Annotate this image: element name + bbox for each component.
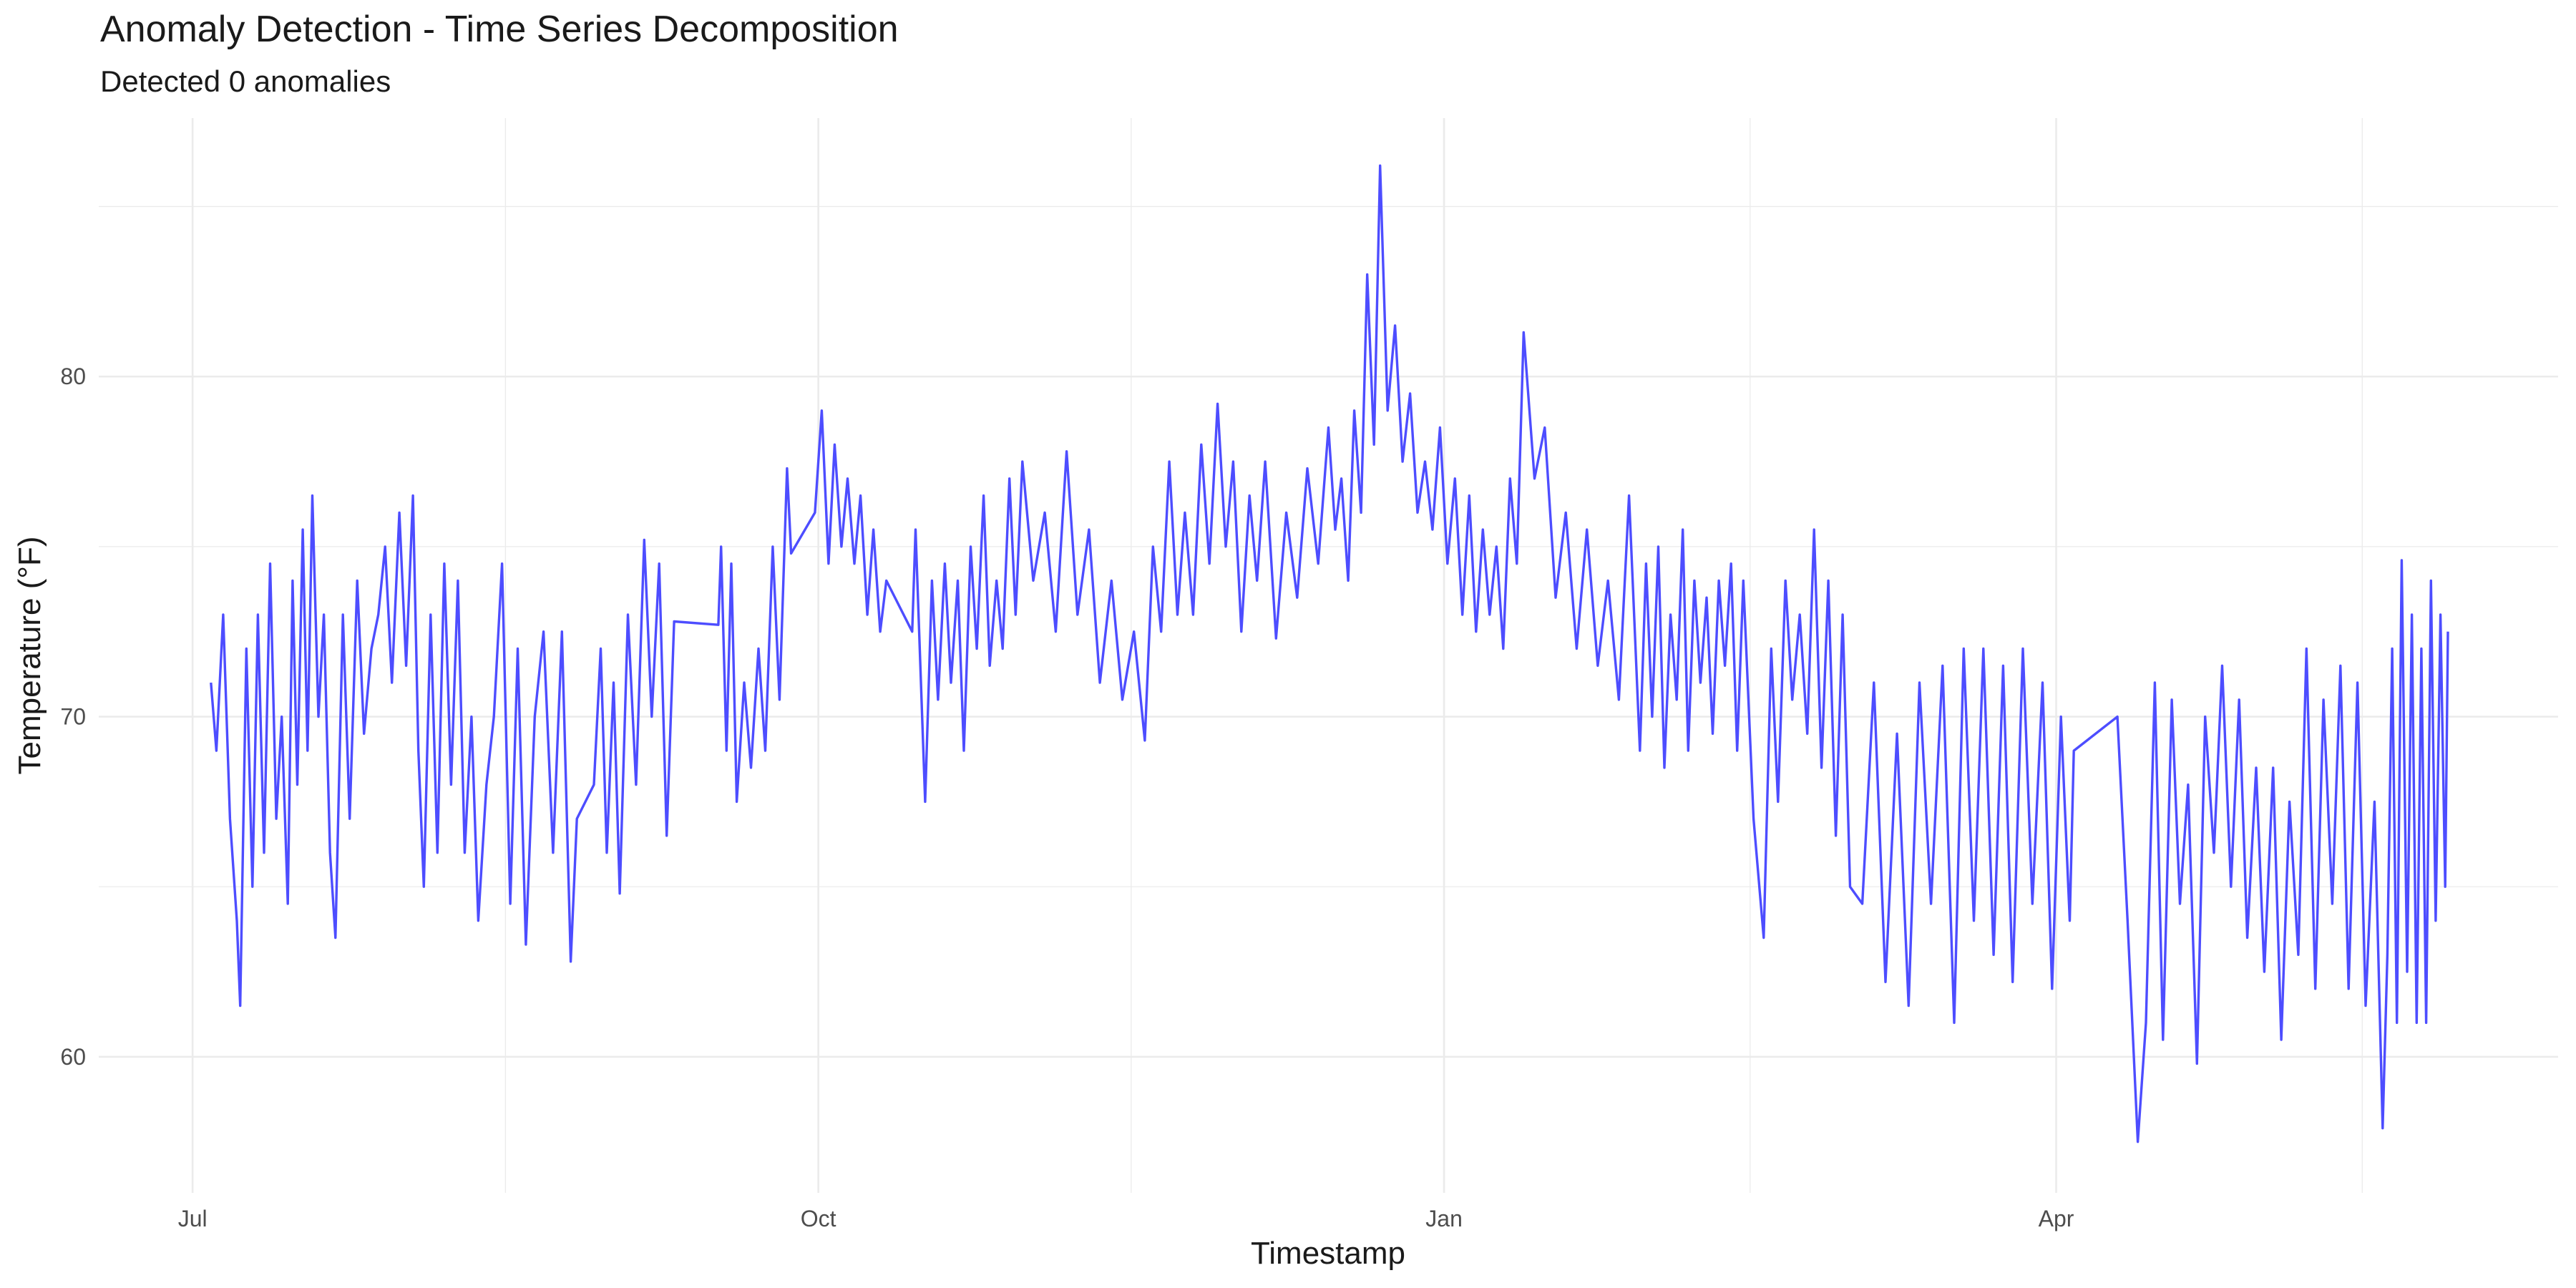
- series-line: [210, 164, 2449, 1143]
- y-axis-title: Temperature (°F): [12, 536, 47, 774]
- chart-title: Anomaly Detection - Time Series Decompos…: [100, 9, 899, 50]
- x-tick-label: Jan: [1425, 1206, 1463, 1231]
- y-tick-label: 70: [60, 704, 86, 730]
- x-tick-label: Apr: [2039, 1206, 2074, 1231]
- x-tick-label: Jul: [178, 1206, 208, 1231]
- y-tick-label: 80: [60, 364, 86, 389]
- grid: [99, 118, 2558, 1193]
- y-tick-label: 60: [60, 1044, 86, 1070]
- x-axis-title: Timestamp: [1251, 1236, 1405, 1271]
- x-tick-label: Oct: [801, 1206, 836, 1231]
- chart-subtitle: Detected 0 anomalies: [100, 64, 391, 98]
